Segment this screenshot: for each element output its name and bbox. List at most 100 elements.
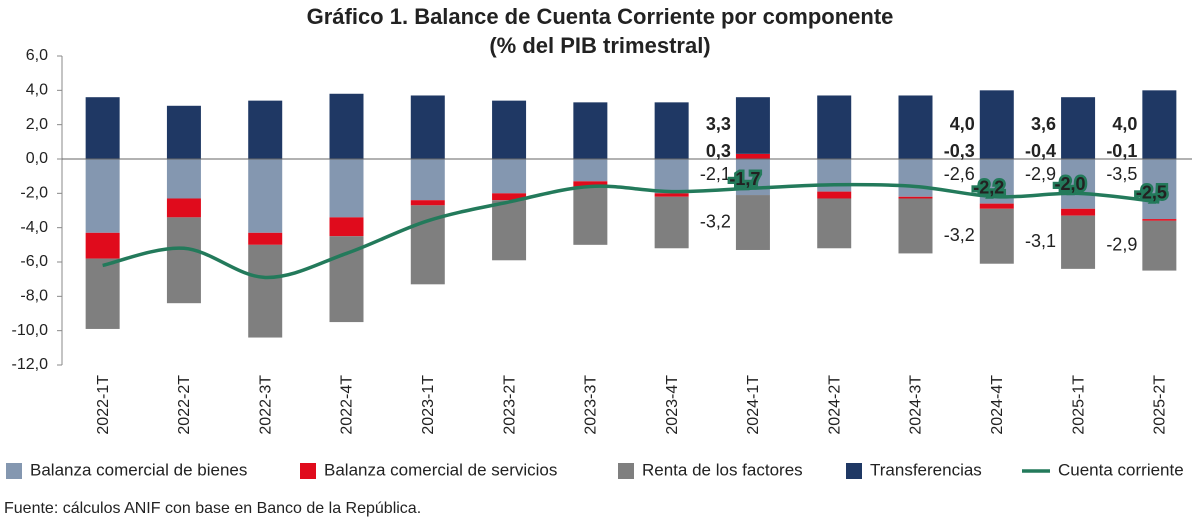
x-tick-label: 2024-1T (745, 375, 762, 435)
bar-segment (735, 97, 770, 154)
bar-segment (248, 159, 283, 233)
x-tick-label: 2023-4T (664, 375, 681, 435)
x-tick-label: 2022-4T (339, 375, 356, 435)
bar-segment (979, 208, 1014, 264)
bar-segment (1142, 220, 1177, 271)
y-tick-label: 0,0 (26, 150, 48, 167)
bar-segment (248, 100, 283, 159)
y-tick-label: -8,0 (20, 288, 48, 305)
bar-segment (410, 200, 445, 206)
bar-segment (654, 159, 689, 194)
bar-segment (817, 95, 852, 159)
x-tick-label: 2022-2T (176, 375, 193, 435)
line-data-label: -2,2 (973, 178, 1004, 198)
bar-segment (166, 159, 201, 199)
bar-segment (329, 159, 364, 218)
legend-swatch (618, 463, 634, 479)
legend-label: Balanza comercial de servicios (324, 460, 557, 479)
x-tick-label: 2024-2T (826, 375, 843, 435)
chart-subtitle: (% del PIB trimestral) (489, 33, 710, 58)
bar-segment (898, 198, 933, 254)
data-label: -0,4 (1025, 141, 1056, 161)
data-label: -3,2 (944, 225, 975, 245)
bar-segment (492, 200, 527, 261)
legend-label: Cuenta corriente (1058, 460, 1184, 479)
bar-segment (492, 100, 527, 159)
data-label: -0,1 (1106, 141, 1137, 161)
y-tick-label: 2,0 (26, 116, 48, 133)
bar-segment (166, 105, 201, 159)
x-tick-label: 2023-3T (583, 375, 600, 435)
source-note: Fuente: cálculos ANIF con base en Banco … (4, 500, 421, 517)
data-label: -3,5 (1106, 164, 1137, 184)
x-tick-label: 2025-2T (1152, 375, 1169, 435)
bar-segment (329, 93, 364, 159)
bar-segment (85, 97, 120, 159)
bar-segment (492, 159, 527, 194)
legend-swatch (846, 463, 862, 479)
x-tick-label: 2024-3T (908, 375, 925, 435)
bar-segment (573, 159, 608, 182)
bar-segment (492, 193, 527, 201)
bar-segment (817, 198, 852, 249)
x-tick-label: 2022-1T (95, 375, 112, 435)
legend-label: Renta de los factores (642, 460, 803, 479)
bar-segment (1142, 219, 1177, 221)
y-tick-label: -2,0 (20, 185, 48, 202)
bar-segment (329, 217, 364, 237)
bar-segment (979, 90, 1014, 159)
bar-segment (1142, 159, 1177, 220)
data-label: 3,6 (1031, 114, 1056, 134)
legend-swatch (6, 463, 22, 479)
data-label: 4,0 (1112, 114, 1137, 134)
data-label: 3,3 (706, 114, 731, 134)
data-label: 4,0 (950, 114, 975, 134)
bar-segment (410, 95, 445, 159)
legend-label: Balanza comercial de bienes (30, 460, 247, 479)
data-label: -3,1 (1025, 231, 1056, 251)
bar-segment (1061, 215, 1096, 269)
line-data-label: -1,7 (729, 169, 760, 189)
data-label: 0,3 (706, 141, 731, 161)
data-label: -2,9 (1106, 234, 1137, 254)
bar-segment (166, 217, 201, 304)
legend-swatch (300, 463, 316, 479)
data-label: -3,2 (700, 211, 731, 231)
chart-title: Gráfico 1. Balance de Cuenta Corriente p… (307, 4, 894, 29)
bar-segment (573, 181, 608, 187)
bar-segment (898, 196, 933, 199)
bar-segment (410, 159, 445, 201)
legend-label: Transferencias (870, 460, 982, 479)
bar-segment (654, 102, 689, 159)
data-label: -0,3 (944, 141, 975, 161)
line-data-label: -2,0 (1055, 174, 1086, 194)
bar-segment (735, 153, 770, 159)
x-tick-label: 2025-1T (1070, 375, 1087, 435)
bar-segment (735, 195, 770, 250)
bar-segment (248, 232, 283, 245)
line-series (102, 182, 1160, 280)
bar-segment (573, 102, 608, 159)
y-tick-label: -4,0 (20, 219, 48, 236)
data-label: -2,6 (944, 164, 975, 184)
bar-segment (898, 159, 933, 197)
bar-segment (817, 191, 852, 199)
bar-segment (166, 198, 201, 218)
bar-segment (1142, 90, 1177, 159)
y-tick-label: -12,0 (12, 356, 49, 373)
bar-segment (248, 244, 283, 338)
bar-segment (898, 95, 933, 159)
x-tick-label: 2023-1T (420, 375, 437, 435)
bar-segment (85, 159, 120, 233)
data-label: -2,1 (700, 164, 731, 184)
y-tick-label: 4,0 (26, 82, 48, 99)
bar-segment (1061, 208, 1096, 216)
y-tick-label: 6,0 (26, 47, 48, 64)
bar-segment (654, 196, 689, 249)
bar-segment (979, 203, 1014, 209)
line-data-label: -2,5 (1136, 183, 1167, 203)
bar-segment (85, 258, 120, 329)
y-tick-label: -6,0 (20, 253, 48, 270)
bar-segment (654, 193, 689, 197)
